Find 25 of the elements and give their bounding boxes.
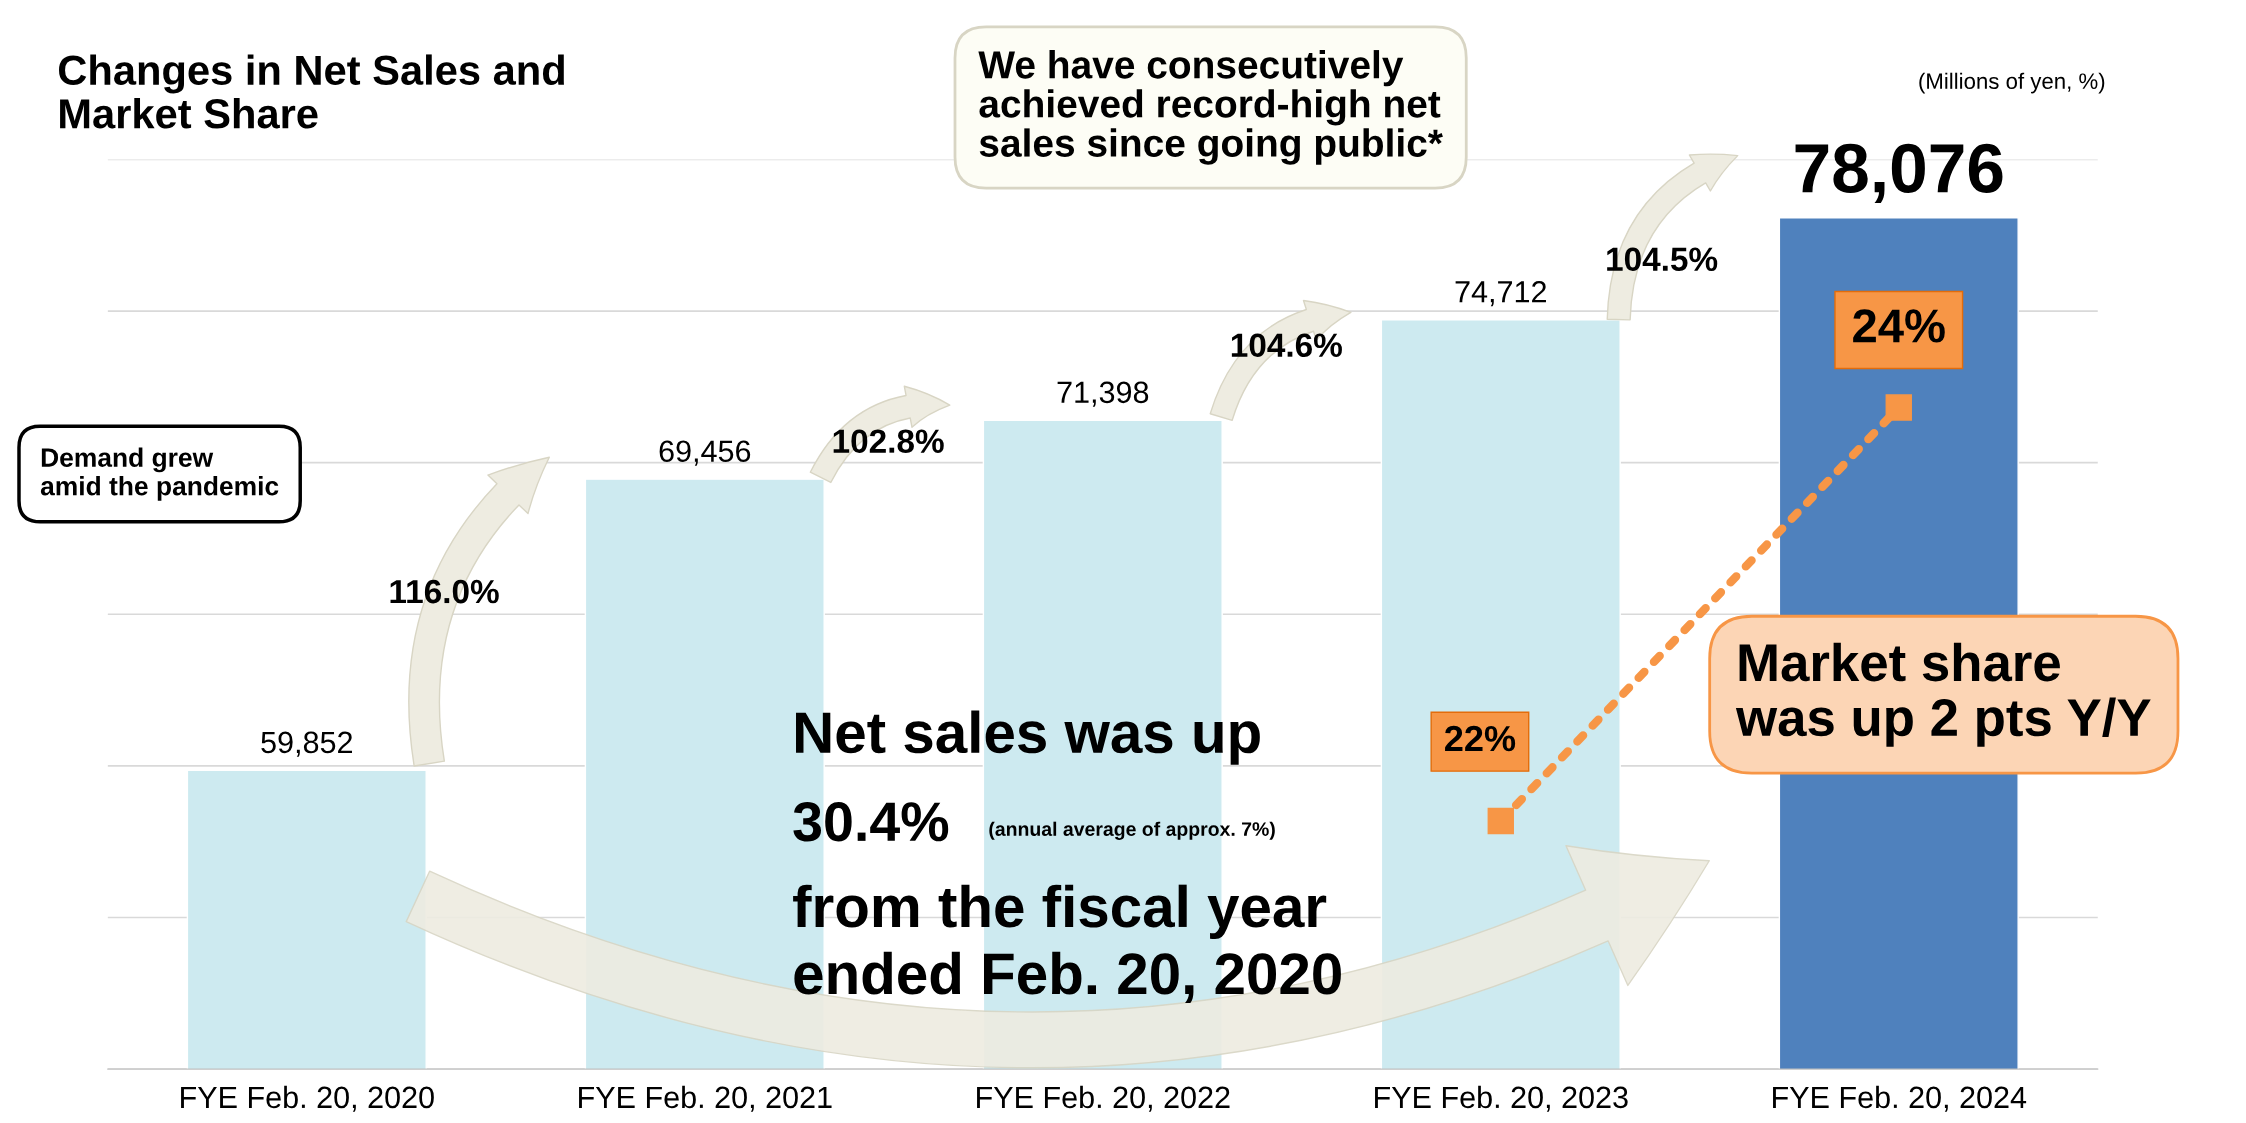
x-tick-label: FYE Feb. 20, 2020	[181, 1085, 434, 1112]
x-tick-label: FYE Feb. 20, 2024	[1773, 1085, 2027, 1112]
x-tick-label: FYE Feb. 20, 2023	[1375, 1085, 1628, 1112]
data-label: 69,456	[659, 440, 751, 466]
annotation: from the fiscal year ended Feb. 20, 2020	[793, 884, 1341, 1004]
annotation: 104.5%	[1607, 247, 1718, 272]
annotation: Demand grew amid the pandemic	[40, 447, 279, 501]
annotation: 102.8%	[833, 429, 944, 453]
chart-title: Changes in Net Sales and Market Share	[59, 54, 564, 129]
data-label: 24%	[1853, 309, 1945, 343]
data-label: 74,712	[1455, 281, 1546, 307]
annotation: 30.4%	[793, 802, 949, 842]
x-tick-label: FYE Feb. 20, 2021	[579, 1085, 832, 1112]
annotation: Net sales was up	[796, 710, 1260, 765]
annotation: 104.6%	[1231, 333, 1342, 358]
data-label: 78,076	[1795, 143, 2003, 204]
annotation: We have consecutively achieved record-high net sales since going public*	[978, 50, 1443, 165]
data-label: 71,398	[1057, 381, 1149, 407]
data-label: 59,852	[261, 731, 352, 757]
text: (Millions of yen, %)	[1919, 72, 2105, 94]
data-label: 22%	[1445, 725, 1516, 752]
annotation: Market share was up 2 pts Y/Y	[1735, 642, 2151, 747]
annotation: 116.0%	[390, 579, 499, 604]
x-tick-label: FYE Feb. 20, 2022	[977, 1085, 1230, 1112]
annotation: (annual average of approx. 7%)	[989, 821, 1275, 840]
